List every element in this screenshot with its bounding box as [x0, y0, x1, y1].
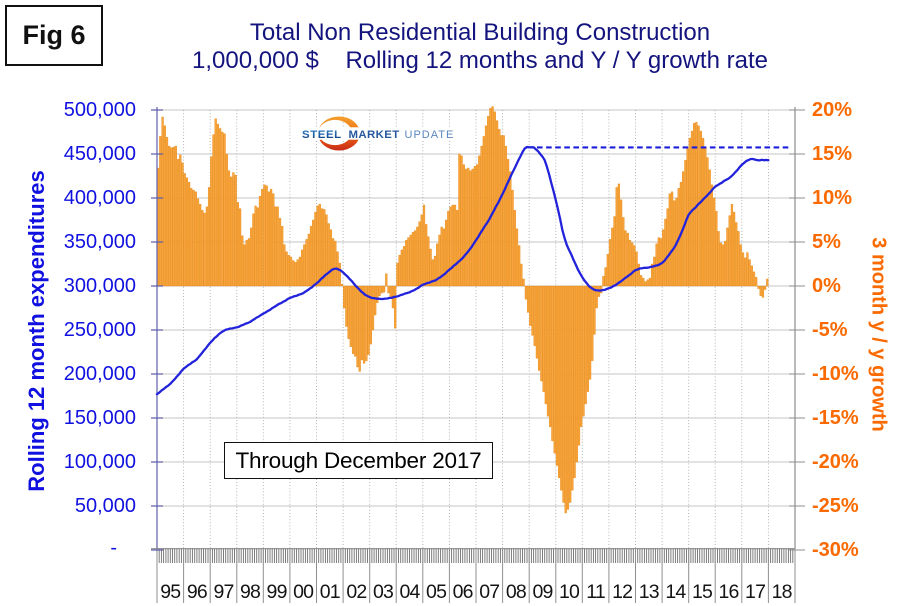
svg-text:13: 13 [639, 581, 659, 603]
svg-text:98: 98 [240, 581, 260, 603]
svg-text:UPDATE: UPDATE [405, 129, 455, 141]
svg-text:07: 07 [479, 581, 499, 603]
svg-text:02: 02 [346, 581, 366, 603]
svg-text:08: 08 [506, 581, 526, 603]
svg-text:00: 00 [293, 581, 314, 603]
svg-text:18: 18 [772, 581, 792, 603]
svg-text:03: 03 [373, 581, 393, 603]
svg-text:12: 12 [612, 581, 632, 603]
svg-text:16: 16 [718, 581, 738, 603]
svg-text:10: 10 [559, 581, 580, 603]
svg-text:14: 14 [665, 581, 686, 603]
svg-text:97: 97 [213, 581, 233, 603]
svg-text:11: 11 [586, 581, 605, 603]
svg-text:96: 96 [187, 581, 207, 603]
svg-text:05: 05 [426, 581, 447, 603]
svg-text:MARKET: MARKET [349, 129, 400, 141]
svg-text:15: 15 [692, 581, 713, 603]
svg-text:06: 06 [453, 581, 473, 603]
svg-text:04: 04 [399, 581, 420, 603]
svg-text:95: 95 [160, 581, 181, 603]
svg-text:STEEL: STEEL [302, 129, 342, 141]
svg-text:01: 01 [320, 581, 340, 603]
svg-text:99: 99 [267, 581, 287, 603]
svg-text:09: 09 [532, 581, 552, 603]
svg-text:17: 17 [745, 581, 765, 603]
